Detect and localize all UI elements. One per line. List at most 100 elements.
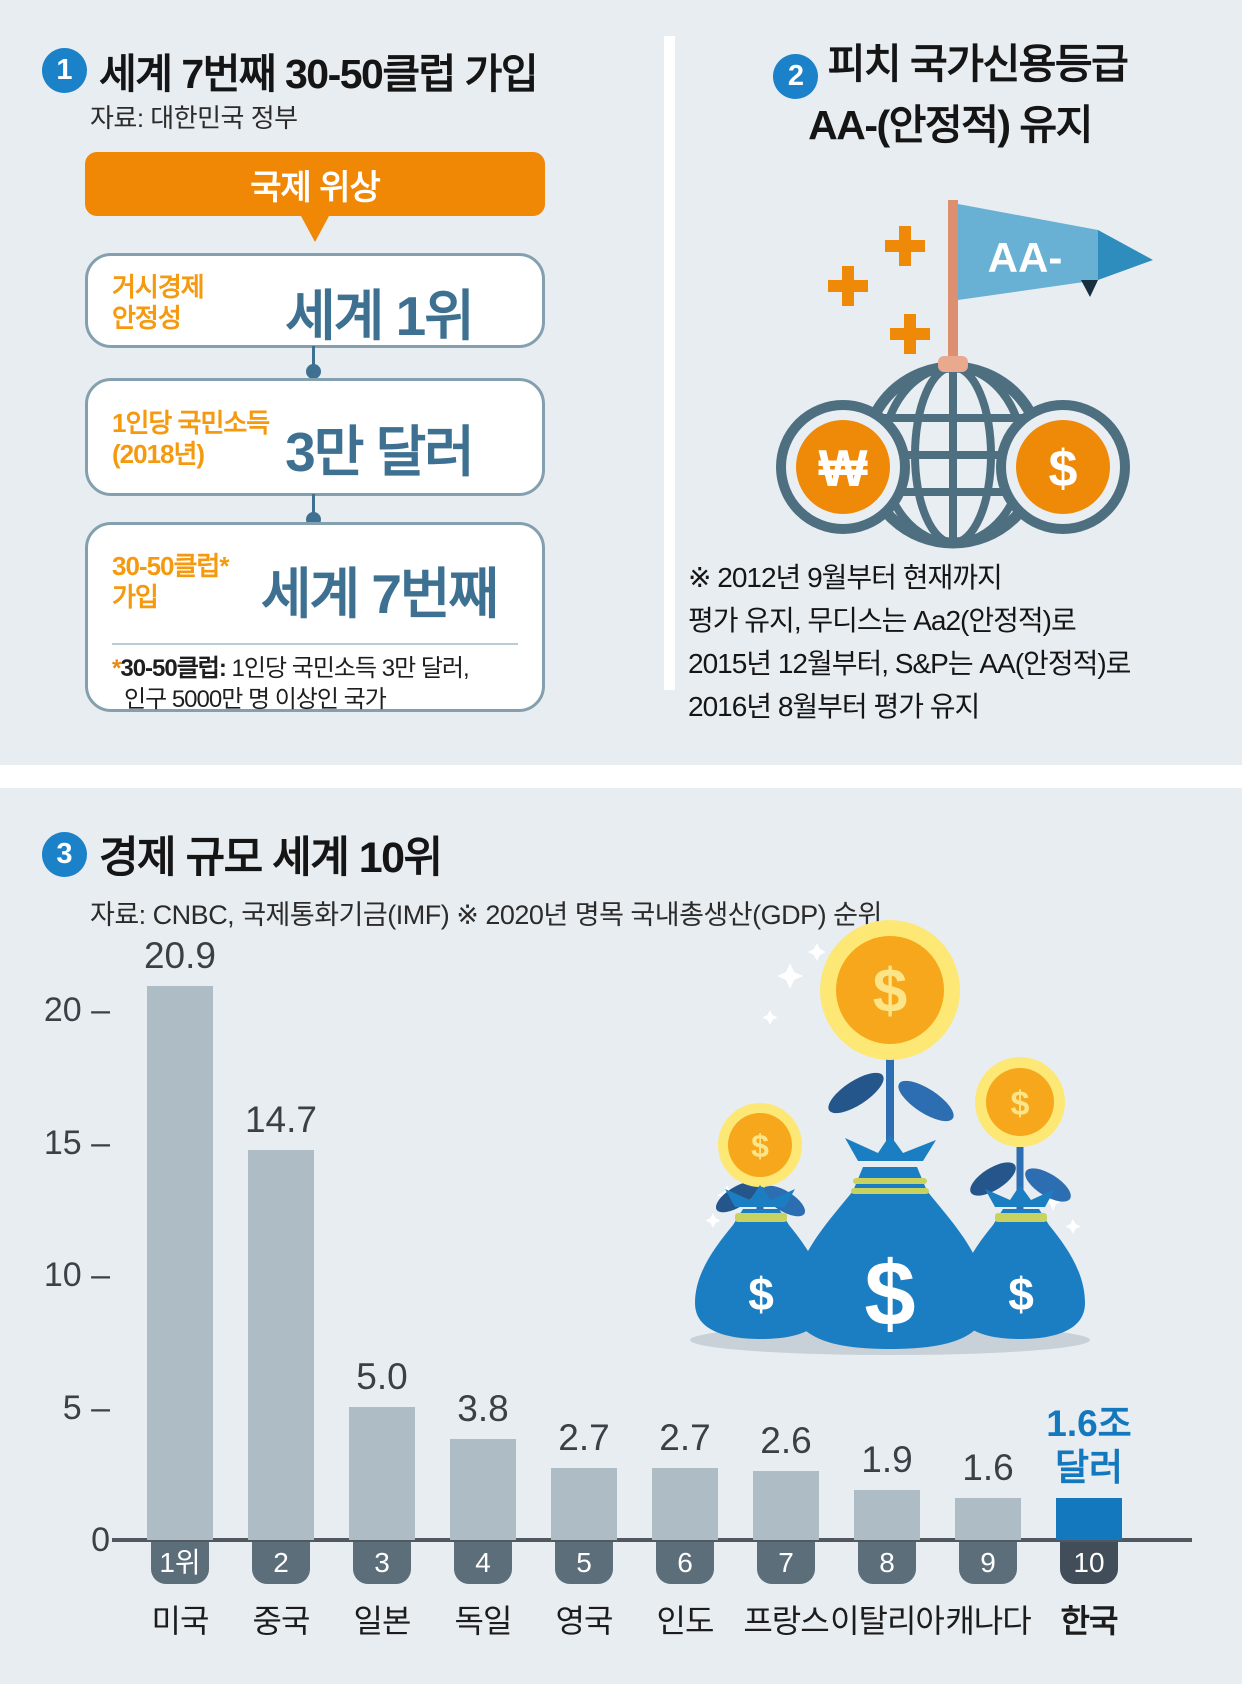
- bar-이탈리아: [854, 1490, 920, 1540]
- footnote: *30-50클럽: 1인당 국민소득 3만 달러, 인구 5000만 명 이상인…: [112, 653, 470, 715]
- plus-icon: [828, 226, 930, 354]
- section2-note: ※ 2012년 9월부터 현재까지 평가 유지, 무디스는 Aa2(안정적)로 …: [688, 556, 1228, 728]
- stat-label-line1: 30-50클럽*: [112, 551, 229, 581]
- rank-chip: 1위: [151, 1542, 209, 1584]
- footnote-divider: [112, 643, 518, 645]
- rank-chip: 2: [252, 1542, 310, 1584]
- rank-chip: 8: [858, 1542, 916, 1584]
- country-label: 프랑스: [743, 1603, 829, 1639]
- section3-source: 자료: CNBC, 국제통화기금(IMF) ※ 2020년 명목 국내총생산(G…: [90, 900, 882, 930]
- money-bag-icon: $: [695, 1185, 825, 1339]
- country-label: 인도: [656, 1603, 715, 1639]
- bar-value-label: 2.7: [659, 1417, 711, 1458]
- stat-label-line2: 안정성: [112, 303, 182, 333]
- bar-독일: [450, 1439, 516, 1540]
- connector-dot: [306, 364, 321, 379]
- country-label: 이탈리아: [830, 1603, 945, 1639]
- money-bag-icon: $: [957, 1185, 1085, 1339]
- flag-aa-icon: AA-: [938, 200, 1153, 372]
- x-axis-line: [112, 1538, 1192, 1542]
- stat-value: 세계 7번째: [260, 563, 499, 625]
- note-line2: 평가 유지, 무디스는 Aa2(안정적)로: [688, 605, 1077, 636]
- section1-title: 세계 7번째 30-50클럽 가입: [99, 51, 539, 97]
- bag-dollar-glyph: $: [748, 1268, 774, 1320]
- section2-title-line1: 피치 국가신용등급: [827, 41, 1129, 87]
- won-symbol: ₩: [818, 440, 868, 498]
- bar-value-label: 1.9: [861, 1439, 913, 1480]
- country-label: 중국: [252, 1603, 311, 1639]
- section3-title: 경제 규모 세계 10위: [99, 834, 443, 882]
- y-axis-tick: 10 –: [43, 1256, 110, 1294]
- note-line1: ※ 2012년 9월부터 현재까지: [688, 562, 1003, 593]
- money-growth-illustration: $ $ $ $ $: [690, 920, 1090, 1355]
- dollar-coin-icon: $: [996, 400, 1130, 534]
- bar-한국: [1056, 1498, 1122, 1540]
- footnote-text-line1: 1인당 국민소득 3만 달러,: [225, 655, 470, 682]
- section3-number-badge: 3: [42, 831, 87, 877]
- won-coin-icon: ₩: [776, 400, 910, 534]
- y-axis-tick: 15 –: [43, 1123, 110, 1162]
- stat-value: 3만 달러: [285, 421, 475, 483]
- connector-line: [312, 494, 315, 524]
- stat-box-macro-stability: 거시경제 안정성 세계 1위: [85, 253, 545, 348]
- horizontal-divider: [0, 765, 1242, 788]
- rank-chip: 6: [656, 1542, 714, 1584]
- stat-box-3050club: 30-50클럽* 가입 세계 7번째 *30-50클럽: 1인당 국민소득 3만…: [85, 522, 545, 715]
- bar-인도: [652, 1468, 718, 1540]
- country-label: 한국: [1060, 1603, 1119, 1639]
- bar-value-label: 2.6: [760, 1420, 812, 1461]
- country-label: 캐나다: [945, 1603, 1031, 1639]
- country-label: 미국: [151, 1603, 210, 1639]
- bag-dollar-glyph: $: [1008, 1268, 1034, 1320]
- bar-value-label: 2.7: [558, 1417, 610, 1458]
- section2-number-badge: 2: [772, 54, 818, 99]
- section1-number-badge: 1: [42, 47, 87, 93]
- rank-chip: 10: [1060, 1542, 1118, 1584]
- section3-header: 3 경제 규모 세계 10위: [42, 823, 443, 885]
- flag-rating-label: AA-: [988, 234, 1063, 281]
- bar-캐나다: [955, 1498, 1021, 1540]
- bar-미국: [147, 986, 213, 1540]
- bar-value-label: 20.9: [143, 935, 216, 976]
- footnote-text-line2: 인구 5000만 명 이상인 국가: [124, 686, 387, 713]
- bar-value-label: 5.0: [356, 1356, 408, 1397]
- coin-dollar-glyph: $: [873, 957, 907, 1026]
- money-bag-icon: $: [793, 1135, 987, 1349]
- country-label: 일본: [353, 1603, 412, 1639]
- stat-box-income: 1인당 국민소득 (2018년) 3만 달러: [85, 378, 545, 496]
- coin-plant-icon: $: [820, 920, 960, 1147]
- coin-plant-icon: $: [715, 1103, 806, 1217]
- dollar-symbol: $: [1049, 440, 1078, 498]
- stat-label-line1: 1인당 국민소득: [112, 408, 270, 438]
- bar-일본: [349, 1407, 415, 1540]
- rank-chip: 3: [353, 1542, 411, 1584]
- stat-value: 세계 1위: [285, 285, 475, 347]
- bar-value-label: 1.6: [962, 1447, 1014, 1488]
- country-label: 영국: [555, 1603, 614, 1639]
- note-line3: 2015년 12월부터, S&P는 AA(안정적)로: [688, 648, 1131, 679]
- rank-chip: 5: [555, 1542, 613, 1584]
- coin-plant-icon: $: [970, 1057, 1071, 1220]
- section1-header: 1 세계 7번째 30-50클럽 가입: [42, 40, 539, 100]
- section2-title-line2: AA-(안정적) 유지: [808, 102, 1093, 148]
- stat-label-line2: (2018년): [112, 439, 205, 469]
- vertical-divider: [664, 36, 675, 690]
- gdp-bar-chart: 0 5 – 10 – 15 – 20 – 20.9 1위 미국 14.7 2 중국 5.0 3 일본 3.8…: [0, 935, 1242, 1684]
- stat-label-line1: 거시경제: [112, 272, 205, 302]
- bar-value-label: 14.7: [244, 1099, 317, 1140]
- connector-line: [312, 346, 315, 376]
- footnote-term: 30-50클럽:: [120, 655, 227, 682]
- coin-dollar-glyph: $: [1011, 1085, 1030, 1123]
- banner-international-status: 국제 위상: [85, 152, 545, 216]
- note-line4: 2016년 8월부터 평가 유지: [688, 691, 980, 722]
- rank-chip: 4: [454, 1542, 512, 1584]
- bar-영국: [551, 1468, 617, 1540]
- rank-chip: 7: [757, 1542, 815, 1584]
- bar-value-label: 1.6조 달러: [1046, 1403, 1132, 1488]
- credit-rating-illustration: ₩ $ AA-: [776, 200, 1153, 549]
- bar-value-label: 3.8: [457, 1388, 509, 1429]
- stat-label-line2: 가입: [112, 582, 159, 612]
- y-axis-tick: 5 –: [62, 1388, 110, 1427]
- coin-dollar-glyph: $: [751, 1128, 769, 1164]
